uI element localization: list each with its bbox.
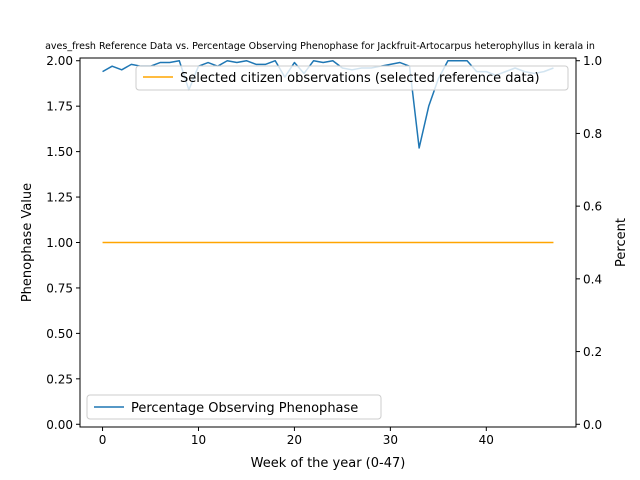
- y-axis-right-label: Percent: [614, 218, 629, 267]
- x-tick-label: 0: [99, 433, 107, 447]
- legend-upper-label: Selected citizen observations (selected …: [180, 71, 540, 86]
- y-left-tick-label: 1.75: [46, 100, 73, 114]
- y-left-tick-label: 1.50: [46, 145, 73, 159]
- y-left-tick-label: 0.00: [46, 418, 73, 432]
- y-axis-right: 0.0 0.2 0.4 0.6 0.8 1.0: [576, 54, 602, 432]
- y-right-tick-label: 0.0: [583, 418, 602, 432]
- legend-lower: Percentage Observing Phenophase: [86, 394, 382, 420]
- legend-upper: Selected citizen observations (selected …: [135, 65, 569, 91]
- x-tick-label: 40: [479, 433, 494, 447]
- legend-lower-box: [86, 394, 382, 420]
- y-axis-left: 0.00 0.25 0.50 0.75 1.00 1.25 1.50 1.75 2.00: [46, 54, 80, 432]
- x-axis-label: Week of the year (0-47): [251, 456, 406, 471]
- legend-upper-box: [135, 65, 569, 91]
- legend-lower-label: Percentage Observing Phenophase: [131, 401, 358, 416]
- y-left-tick-label: 0.75: [46, 281, 73, 295]
- y-right-tick-label: 0.4: [583, 272, 602, 286]
- x-axis: 0 10 20 30 40: [99, 427, 494, 447]
- x-tick-label: 20: [287, 433, 302, 447]
- y-left-tick-label: 1.25: [46, 191, 73, 205]
- y-right-tick-label: 0.6: [583, 200, 602, 214]
- y-axis-left-label: Phenophase Value: [20, 183, 35, 302]
- y-left-tick-label: 2.00: [46, 54, 73, 68]
- y-right-tick-label: 1.0: [583, 54, 602, 68]
- y-left-tick-label: 0.25: [46, 372, 73, 386]
- y-left-tick-label: 0.50: [46, 327, 73, 341]
- x-tick-label: 30: [383, 433, 398, 447]
- chart-title: aves_fresh Reference Data vs. Percentage…: [45, 41, 595, 52]
- y-left-tick-label: 1.00: [46, 236, 73, 250]
- y-right-tick-label: 0.2: [583, 345, 602, 359]
- x-tick-label: 10: [191, 433, 206, 447]
- y-right-tick-label: 0.8: [583, 127, 602, 141]
